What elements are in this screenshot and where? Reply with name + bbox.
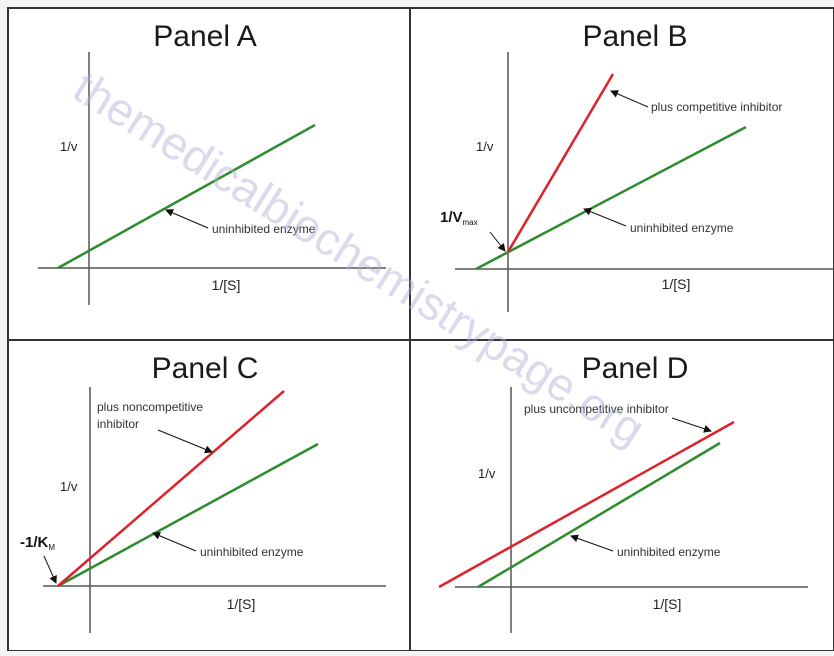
panel-b-x-label: 1/[S] — [662, 276, 691, 292]
panel-b-uninhibited-arrow — [583, 207, 627, 227]
panel-b-uninhibited-line — [475, 125, 747, 271]
panel-a-background — [8, 8, 410, 340]
panel-a-x-label: 1/[S] — [212, 277, 241, 293]
panel-b-competitive-line — [506, 73, 615, 253]
panel-a-uninhibited-line — [57, 123, 316, 270]
panel-c-noncompetitive-label-1: plus noncompetitive — [97, 400, 203, 414]
panel-frames — [7, 7, 834, 652]
panel-d-uninhibited-line — [477, 441, 721, 589]
panel-b-competitive-label: plus competitive inhibitor — [651, 100, 782, 114]
panel-c-noncompetitive-label-2: inhibitor — [97, 417, 139, 431]
panel-c-noncompetitive-line — [57, 390, 285, 587]
panel-d-uninhibited-arrow — [570, 534, 614, 552]
panel-a-uninhibited-label: uninhibited enzyme — [212, 222, 316, 236]
panel-c-uninhibited-line — [57, 442, 319, 588]
panel-c-background — [8, 340, 410, 651]
panel-d-uninhibited-label: uninhibited enzyme — [617, 545, 721, 559]
panel-c: Panel C 1/v 1/[S] -1/KM plus noncompetit… — [20, 352, 386, 633]
panel-b-title: Panel B — [582, 20, 687, 53]
panel-d-uncompetitive-label: plus uncompetitive inhibitor — [524, 402, 669, 416]
panel-c-uninhibited-label: uninhibited enzyme — [200, 545, 304, 559]
panel-d: Panel D 1/v 1/[S] plus uncompetitive inh… — [438, 352, 808, 633]
panel-b: Panel B 1/v 1/[S] 1/Vmax plus competitiv… — [440, 20, 834, 312]
panel-c-title: Panel C — [152, 352, 259, 385]
panel-c-noncompetitive-arrow — [157, 429, 213, 454]
panel-b-vmax-arrow — [489, 231, 506, 252]
panel-d-background — [410, 340, 834, 651]
panel-b-uninhibited-label: uninhibited enzyme — [630, 221, 734, 235]
panel-c-uninhibited-arrow — [152, 532, 197, 552]
panel-b-competitive-arrow — [610, 90, 649, 108]
panel-d-uncompetitive-line — [438, 420, 735, 589]
panel-c-x-label: 1/[S] — [227, 596, 256, 612]
panel-d-y-label: 1/v — [478, 466, 496, 481]
panel-a: Panel A 1/v 1/[S] uninhibited enzyme — [38, 20, 386, 305]
panel-c-y-label: 1/v — [60, 479, 78, 494]
panel-b-vmax-label: 1/Vmax — [440, 209, 478, 227]
panel-b-background — [410, 8, 834, 340]
panel-a-title: Panel A — [153, 20, 256, 53]
panel-c-km-label: -1/KM — [20, 534, 55, 552]
panel-a-uninhibited-arrow — [165, 209, 209, 229]
panel-d-title: Panel D — [582, 352, 689, 385]
panel-d-uncompetitive-arrow — [671, 417, 712, 433]
panel-c-km-arrow — [43, 555, 57, 584]
panel-a-y-label: 1/v — [60, 139, 78, 154]
panel-d-x-label: 1/[S] — [653, 596, 682, 612]
panel-b-y-label: 1/v — [476, 139, 494, 154]
